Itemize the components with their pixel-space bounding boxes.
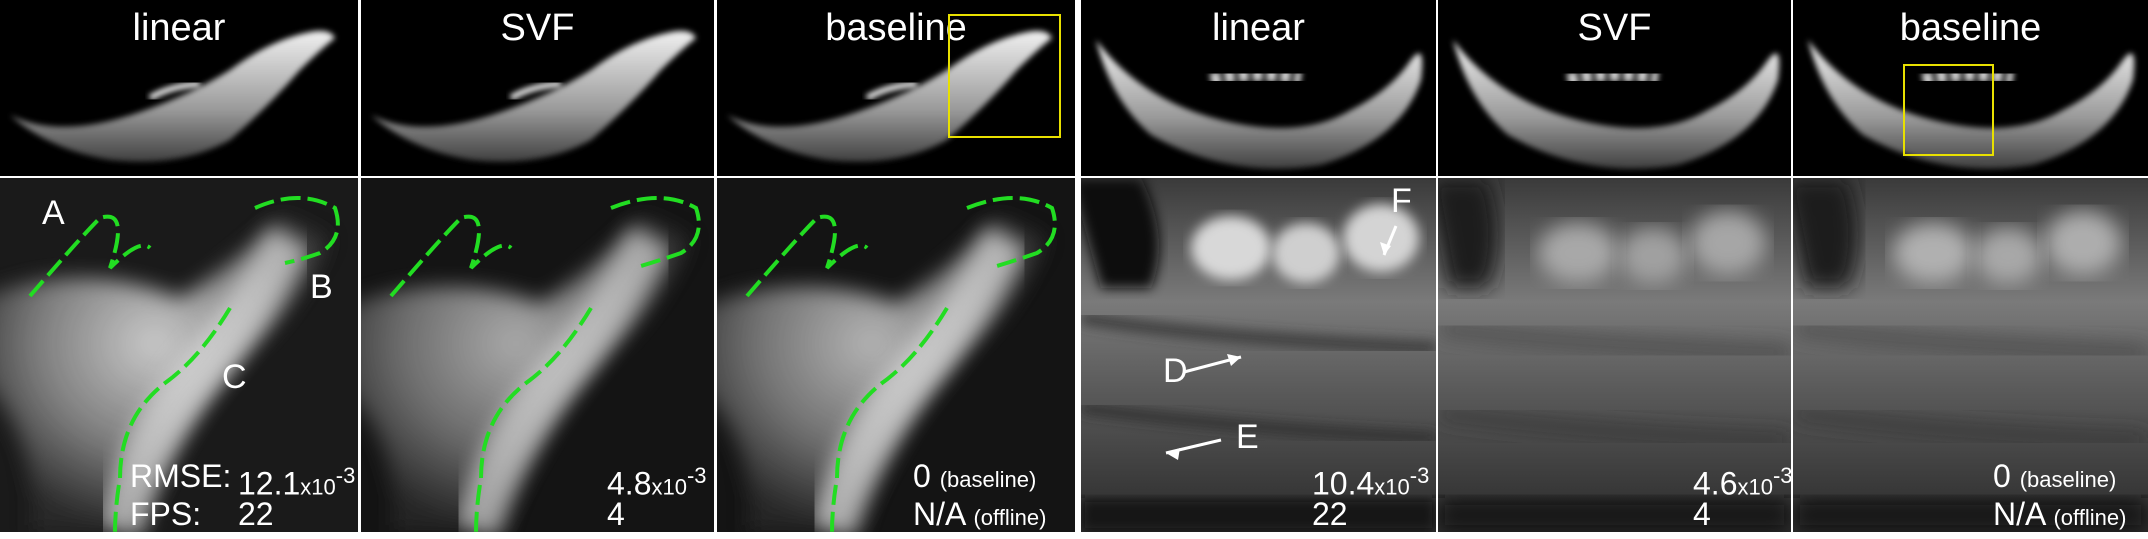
mandible-overview-image xyxy=(727,30,1052,162)
right-top-linear-panel: linear xyxy=(1081,0,1436,176)
rmse-value: 0 (baseline) xyxy=(913,458,1036,498)
rmse-number: 12.1 xyxy=(238,465,301,502)
rmse-value: 0 (baseline) xyxy=(1993,458,2116,498)
zoomed-bone-image xyxy=(361,178,714,532)
fps-row-label: FPS: xyxy=(130,496,202,532)
roi-box xyxy=(1903,64,1994,156)
rmse-row-label: RMSE: xyxy=(130,458,232,494)
fps-value: 22 xyxy=(238,496,274,532)
fps-number: N/A xyxy=(1993,496,2045,532)
fps-value: N/A (offline) xyxy=(913,496,1046,532)
set-divider xyxy=(1075,0,1081,539)
left-top-svf-panel: SVF xyxy=(361,0,714,176)
fps-number: N/A xyxy=(913,496,965,532)
rmse-number: 10.4 xyxy=(1312,465,1375,502)
rmse-number: 0 xyxy=(913,458,931,494)
fps-value: 4 xyxy=(1693,496,1711,532)
left-bottom-baseline-panel: 0 (baseline) N/A (offline) xyxy=(717,178,1075,532)
right-top-baseline-panel: baseline xyxy=(1793,0,2148,176)
column-title: linear xyxy=(132,7,226,49)
rmse-value: 10.4x10-3 xyxy=(1312,458,1429,506)
fps-value: N/A (offline) xyxy=(1993,496,2126,532)
column-title: SVF xyxy=(1577,7,1652,49)
zoomed-teeth-image xyxy=(1438,178,1791,532)
rmse-exponent: -3 xyxy=(686,463,707,488)
right-bottom-baseline-panel: 0 (baseline) N/A (offline) xyxy=(1793,178,2148,532)
rmse-number: 0 xyxy=(1993,458,2011,494)
column-title: SVF xyxy=(500,7,575,49)
column-title: baseline xyxy=(825,7,967,49)
rmse-number: 4.8 xyxy=(607,465,652,502)
right-top-svf-panel: SVF xyxy=(1438,0,1791,176)
left-top-linear-panel: linear xyxy=(0,0,358,176)
right-bottom-svf-panel: 4.6x10-3 4 xyxy=(1438,178,1791,532)
rmse-note: (baseline) xyxy=(939,467,1037,492)
rmse-exponent: -3 xyxy=(335,463,356,488)
fps-note: (offline) xyxy=(2053,505,2127,530)
zoomed-teeth-image xyxy=(1081,178,1436,532)
right-bottom-linear-panel: D E F 10.4x10-3 22 xyxy=(1081,178,1436,532)
fps-value: 4 xyxy=(607,496,625,532)
zoomed-bone-image xyxy=(0,178,358,532)
rmse-scale: x10 xyxy=(300,474,336,500)
zoomed-teeth-image xyxy=(1793,178,2148,532)
mandible-overview-image xyxy=(1808,40,2135,169)
rmse-exponent: -3 xyxy=(1772,463,1791,488)
mandible-overview-image xyxy=(1096,40,1423,169)
rmse-scale: x10 xyxy=(1374,474,1410,500)
mandible-overview-image xyxy=(1453,40,1780,169)
column-title: linear xyxy=(1212,7,1305,49)
fps-value: 22 xyxy=(1312,496,1348,532)
rmse-value: 4.8x10-3 xyxy=(607,458,707,506)
mandible-overview-image xyxy=(10,30,335,162)
rmse-note: (baseline) xyxy=(2019,467,2117,492)
rmse-scale: x10 xyxy=(1737,474,1773,500)
left-bottom-linear-panel: A B C RMSE: FPS: 12.1x10-3 22 xyxy=(0,178,358,532)
left-top-baseline-panel: baseline xyxy=(717,0,1075,176)
mandible-overview-image xyxy=(371,30,696,162)
annotation-e: E xyxy=(1236,418,1259,456)
rmse-value: 4.6x10-3 xyxy=(1693,458,1791,506)
annotation-d: D xyxy=(1163,352,1188,390)
rmse-exponent: -3 xyxy=(1409,463,1430,488)
annotation-f: F xyxy=(1391,182,1412,220)
rmse-number: 4.6 xyxy=(1693,465,1738,502)
rmse-value: 12.1x10-3 xyxy=(238,458,355,506)
roi-box xyxy=(948,14,1061,138)
rmse-scale: x10 xyxy=(651,474,687,500)
column-title: baseline xyxy=(1899,7,2042,49)
annotation-a: A xyxy=(42,194,65,232)
left-bottom-svf-panel: 4.8x10-3 4 xyxy=(361,178,714,532)
zoomed-bone-image xyxy=(717,178,1075,532)
annotation-c: C xyxy=(222,358,247,396)
fps-note: (offline) xyxy=(973,505,1047,530)
annotation-b: B xyxy=(310,268,333,306)
